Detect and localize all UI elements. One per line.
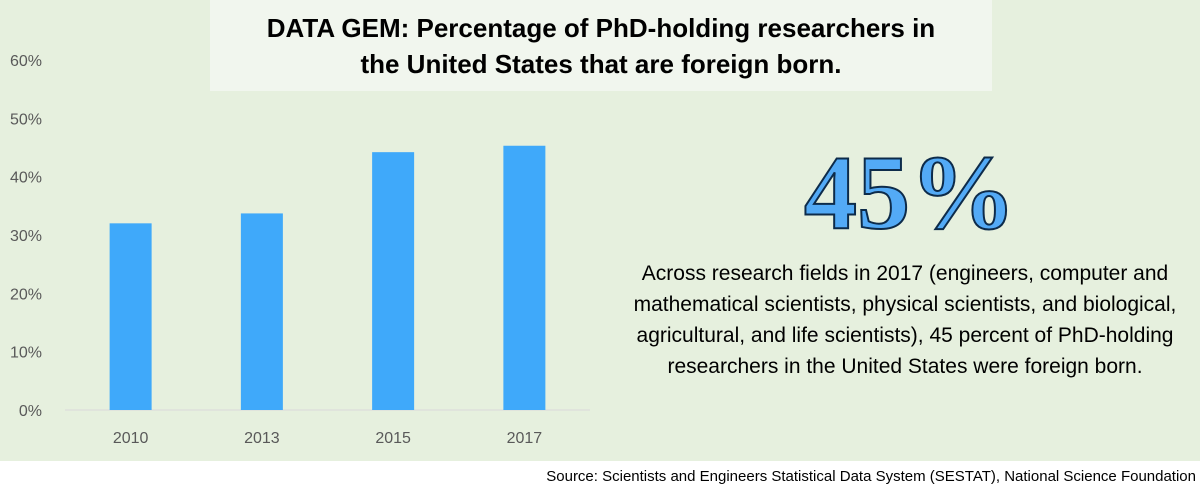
x-tick-label: 2010 [113,430,149,447]
y-tick-label: 40% [10,170,42,187]
y-tick-label: 60% [10,53,42,70]
x-tick-label: 2017 [507,430,543,447]
bar-2015 [372,152,415,410]
y-tick-label: 0% [19,403,42,420]
chart-title: DATA GEM: Percentage of PhD-holding rese… [266,12,936,79]
bar-2017 [503,145,546,410]
x-tick-label: 2013 [244,430,280,447]
bar-2013 [240,213,283,410]
y-tick-label: 50% [10,111,42,128]
bar-chart: 0% 10% 20% 30% 40% 50% 60% 2010 2013 2015 2017 [10,53,590,447]
y-tick-label: 20% [10,286,42,303]
source-note: Source: Scientists and Engineers Statist… [546,468,1196,485]
highlight-description: Across research fields in 2017 (engineer… [633,262,1177,378]
highlight-percentage: 45% [803,134,1017,251]
title-box: DATA GEM: Percentage of PhD-holding rese… [210,0,992,91]
x-tick-label: 2015 [375,430,411,447]
bar-2010 [109,223,152,410]
y-tick-label: 30% [10,228,42,245]
y-tick-label: 10% [10,345,42,362]
